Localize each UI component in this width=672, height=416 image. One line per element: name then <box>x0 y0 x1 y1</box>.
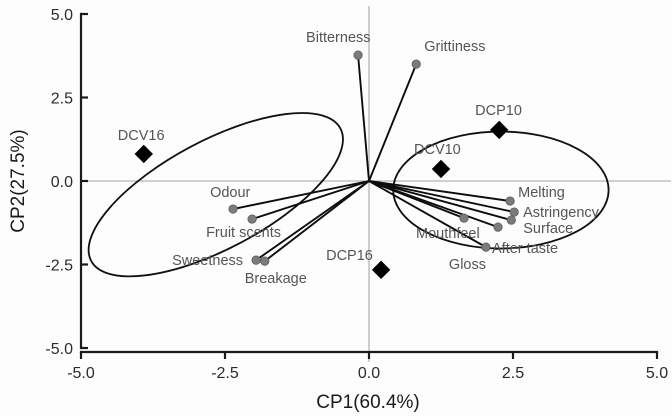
vector-line-gloss <box>368 180 487 249</box>
sample-diamond-dcp10 <box>489 120 509 140</box>
variable-dot-mouthfeel <box>459 213 469 223</box>
variable-label-grittiness: Grittiness <box>424 39 485 55</box>
y-axis-title: CP2(27.5%) <box>8 129 29 233</box>
variable-dot-grittiness <box>411 59 421 69</box>
y-tick-label-0: 5.0 <box>51 7 73 24</box>
vector-line-melting <box>368 180 512 202</box>
variable-label-breakage: Breakage <box>245 271 307 287</box>
variable-dot-gloss <box>481 242 491 252</box>
sample-points: DCV16 DCP10 DCV10 DCP16 <box>118 103 522 280</box>
axis-lines-and-ticks <box>79 12 659 359</box>
sample-label-dcp10: DCP10 <box>475 103 522 119</box>
sample-diamond-dcp16 <box>371 260 391 280</box>
variable-label-odour: Odour <box>210 185 250 201</box>
variable-label-mouthfeel: Mouthfeel <box>416 226 480 242</box>
variable-dot-surface <box>506 215 516 225</box>
variable-dot-breakage <box>260 256 270 266</box>
y-tick-label-3: -2.5 <box>45 258 73 275</box>
y-tick-label-2: 0.0 <box>51 174 73 191</box>
sample-label-dcv10: DCV10 <box>414 142 461 158</box>
vector-line-after-taste <box>368 180 499 229</box>
sample-label-dcv16: DCV16 <box>118 128 165 144</box>
vector-line-grittiness <box>368 63 418 182</box>
sample-diamond-dcv10 <box>431 159 451 179</box>
variable-points: Bitterness Grittiness Odour Fruit scents Swe… <box>172 30 600 287</box>
y-tick-label-1: 2.5 <box>51 91 73 108</box>
x-axis-title: CP1(60.4%) <box>316 392 420 413</box>
zero-reference-lines <box>81 6 671 362</box>
variable-dot-odour <box>228 204 238 214</box>
vector-line-fruit-scents <box>251 180 370 221</box>
variable-label-gloss: Gloss <box>449 257 486 273</box>
vector-line-astringency <box>368 180 516 214</box>
x-tick-label-3: 2.5 <box>502 365 524 382</box>
vector-line-sweetness <box>255 180 370 262</box>
sample-diamond-dcv16 <box>134 144 153 164</box>
sample-label-dcp16: DCP16 <box>326 248 373 264</box>
variable-dot-bitterness <box>353 50 363 60</box>
group-left <box>87 112 344 278</box>
variable-dot-after-taste <box>493 222 503 232</box>
variable-dot-melting <box>505 196 515 206</box>
x-tick-label-0: -5.0 <box>67 365 95 382</box>
y-tick-label-4: -5.0 <box>45 341 73 358</box>
variable-label-surface: Surface <box>523 221 573 237</box>
variable-label-astringency: Astringency <box>523 205 600 221</box>
variable-dot-sweetness <box>251 255 261 265</box>
x-tick-label-1: -2.5 <box>211 365 239 382</box>
variable-label-fruit-scents: Fruit scents <box>206 225 281 241</box>
variable-label-melting: Melting <box>518 185 565 201</box>
x-tick-label-2: 0.0 <box>358 365 380 382</box>
variable-label-bitterness: Bitterness <box>306 30 370 46</box>
variable-label-sweetness: Sweetness <box>172 253 243 269</box>
vector-line-odour <box>232 180 370 211</box>
vector-line-bitterness <box>357 54 370 182</box>
axis-tick-labels: 5.0 2.5 0.0 -2.5 -5.0 -5.0 -2.5 0.0 2.5 5.0 <box>45 7 668 382</box>
x-tick-label-4: 5.0 <box>646 365 668 382</box>
variable-dot-fruit-scents <box>247 214 257 224</box>
vector-line-breakage <box>263 180 370 263</box>
vector-line-surface <box>368 180 513 222</box>
variable-label-after-taste: After taste <box>492 241 558 257</box>
variable-dot-astringency <box>509 207 519 217</box>
variable-vectors <box>232 54 516 263</box>
